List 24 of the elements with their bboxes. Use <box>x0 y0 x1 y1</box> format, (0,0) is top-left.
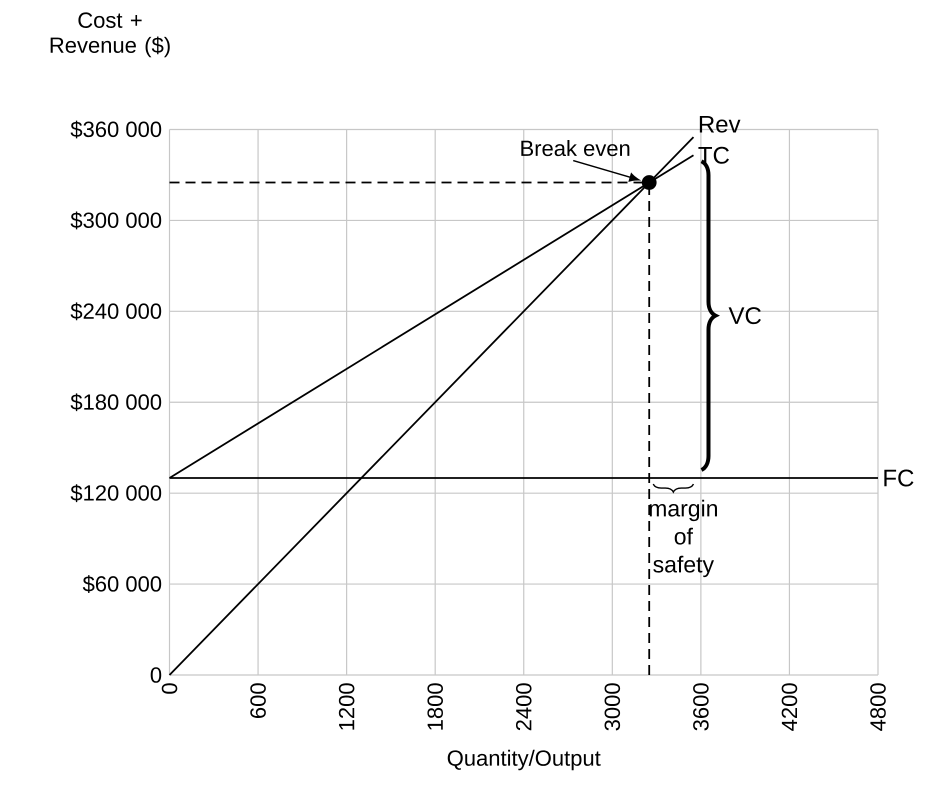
annotation: margin of safety <box>650 500 717 578</box>
x-tick-label: 1800 <box>427 683 443 730</box>
y-tick-label: $120 000 <box>70 484 162 502</box>
x-tick-label: 600 <box>250 683 266 718</box>
y-tick-label: $180 000 <box>70 393 162 412</box>
annotation: VC <box>728 307 761 324</box>
series-label: Rev <box>700 116 740 133</box>
x-axis-title: Quantity/Output <box>448 750 601 770</box>
x-tick-label: 2400 <box>516 683 532 730</box>
y-tick-label: $240 000 <box>70 302 162 320</box>
x-tick-label: 4800 <box>870 683 886 731</box>
series-label: TC <box>698 146 729 164</box>
x-tick-label: 0 <box>162 683 178 694</box>
y-tick-label: $300 000 <box>70 212 162 230</box>
y-tick-label: $360 000 <box>70 120 162 138</box>
x-tick-label: 4200 <box>782 683 798 731</box>
series-label: FC <box>884 470 914 486</box>
y-tick-label: $60 000 <box>82 575 162 593</box>
y-tick-label: 0 <box>150 667 162 683</box>
annotation: Break even <box>521 140 630 156</box>
y-axis-title: Cost + Revenue ($) <box>50 12 170 58</box>
x-tick-label: 3000 <box>604 683 620 730</box>
x-tick-label: 3600 <box>693 683 709 730</box>
x-tick-label: 1200 <box>338 683 354 730</box>
